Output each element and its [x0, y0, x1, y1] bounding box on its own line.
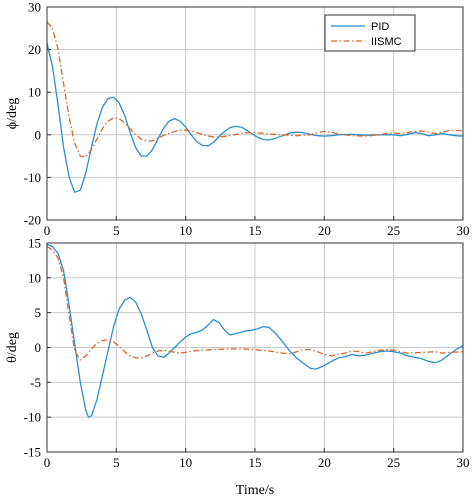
x-tick-label: 25 — [387, 223, 400, 238]
y-tick-label: -20 — [24, 213, 41, 228]
x-tick-label: 20 — [318, 223, 331, 238]
x-tick-label: 5 — [113, 223, 120, 238]
legend-box — [324, 14, 416, 52]
x-tick-label: 25 — [387, 455, 400, 470]
x-tick-label: 20 — [318, 455, 331, 470]
y-axis-label: θ/deg — [5, 332, 20, 363]
legend-label-pid: PID — [371, 21, 389, 33]
x-axis-label: Time/s — [236, 483, 274, 498]
series-line-iismc — [46, 21, 463, 158]
x-tick-label: 0 — [44, 223, 51, 238]
y-tick-label: 15 — [28, 236, 41, 251]
x-tick-label: 30 — [457, 455, 470, 470]
x-tick-label: 0 — [44, 455, 51, 470]
y-tick-label: 10 — [28, 270, 41, 285]
legend-label-iismc: IISMC — [371, 36, 402, 48]
y-tick-label: -10 — [24, 410, 41, 425]
series-line-pid — [46, 243, 464, 418]
series-line-pid — [46, 43, 464, 193]
phi-subplot: 0 5 10 15 20 25 30 -20 -10 0 10 20 30 ϕ/deg PID IISMC — [5, 0, 470, 238]
y-tick-label: 30 — [28, 0, 41, 15]
y-axis-label: ϕ/deg — [5, 98, 20, 129]
y-tick-label: -15 — [24, 445, 41, 460]
x-tick-label: 15 — [249, 223, 262, 238]
x-tick-label: 10 — [179, 223, 192, 238]
y-tick-label: 5 — [35, 305, 42, 320]
y-tick-label: -10 — [24, 170, 41, 185]
series-line-iismc — [46, 245, 464, 361]
y-tick-label: 20 — [28, 42, 41, 57]
y-tick-label: 10 — [28, 85, 41, 100]
theta-subplot: 0 5 10 15 20 25 30 -15 -10 -5 0 5 10 15 θ/deg Time/s — [5, 236, 470, 499]
legend: PID IISMC — [324, 14, 416, 52]
x-tick-label: 15 — [249, 455, 262, 470]
x-tick-label: 30 — [457, 223, 470, 238]
y-tick-label: 0 — [35, 127, 42, 142]
x-tick-label: 5 — [113, 455, 120, 470]
x-tick-label: 10 — [179, 455, 192, 470]
y-tick-label: -5 — [30, 375, 41, 390]
y-tick-label: 0 — [35, 340, 42, 355]
